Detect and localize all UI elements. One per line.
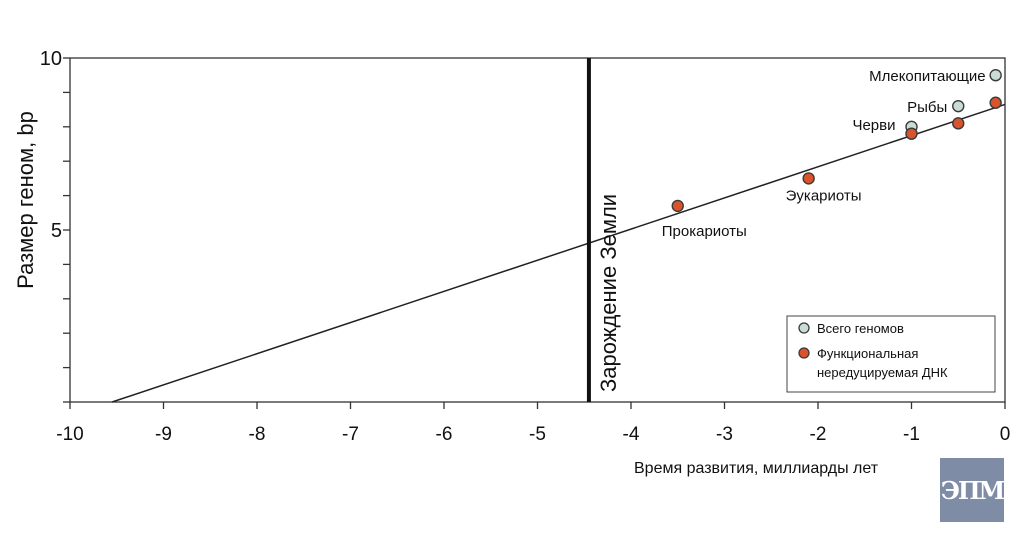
legend-marker	[798, 347, 810, 359]
point-functional-dna	[671, 199, 684, 213]
point-functional-dna	[952, 117, 965, 130]
legend-label: Всего геномов	[817, 321, 904, 336]
x-tick-label: -7	[342, 424, 359, 445]
x-tick-label: -6	[436, 424, 453, 445]
x-tick-label: 0	[1000, 424, 1011, 445]
earth-formation-label: Зарождение Земли	[596, 194, 621, 392]
y-axis-label: Размер геном, bp	[13, 111, 38, 289]
point-functional-dna	[802, 172, 815, 185]
x-tick-label: -4	[623, 424, 640, 445]
legend-marker	[798, 322, 810, 334]
x-axis-label: Время развития, миллиарды лет	[634, 460, 879, 477]
x-tick-label: -8	[249, 424, 266, 445]
x-tick-label: -2	[810, 424, 827, 445]
x-tick-label: -1	[903, 424, 920, 445]
point-functional-dna	[989, 96, 1002, 109]
point-functional-dna	[905, 127, 918, 140]
annotation-label: Рыбы	[907, 99, 947, 116]
trend-line	[111, 103, 1006, 403]
legend-label: Функциональная нередуцируемая ДНК	[817, 346, 948, 380]
annotation-label: Черви	[852, 117, 895, 134]
annotation-label: Млекопитающие	[869, 68, 986, 85]
y-tick-label: 5	[51, 220, 62, 242]
x-tick-label: -9	[155, 424, 172, 445]
annotation-label: Эукариоты	[786, 187, 862, 204]
point-total-genome	[989, 68, 1002, 82]
logo-text: ЭПМ	[940, 475, 1005, 505]
logo: ЭПМ	[940, 458, 1005, 522]
legend-box	[786, 315, 996, 393]
x-tick-label: -5	[529, 424, 546, 445]
x-tick-label: -10	[56, 424, 83, 445]
annotation-label: Прокариоты	[662, 223, 747, 240]
point-total-genome	[952, 99, 965, 113]
y-tick-label: 10	[40, 48, 62, 70]
x-tick-label: -3	[716, 424, 733, 445]
